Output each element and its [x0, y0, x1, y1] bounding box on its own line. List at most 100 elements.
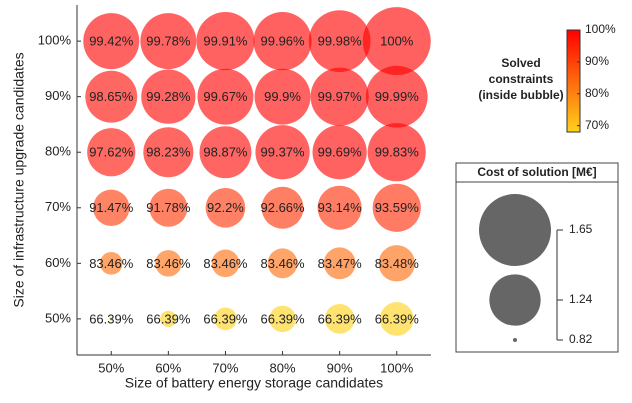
bubble — [379, 302, 414, 336]
data-label: 99.42% — [89, 34, 134, 49]
y-tick-label: 60% — [45, 255, 71, 270]
bubble — [197, 68, 254, 125]
data-label: 66.39% — [89, 311, 134, 326]
bubble — [160, 310, 177, 328]
data-label: 92.66% — [261, 200, 306, 215]
bubble — [267, 248, 298, 279]
colorbar-tick-label: 90% — [585, 54, 609, 68]
data-label: 83.46% — [203, 256, 248, 271]
bubble — [365, 65, 428, 128]
data-label: 92.2% — [207, 200, 244, 215]
colorbar-tick-label: 100% — [585, 22, 616, 36]
data-label: 83.46% — [261, 256, 306, 271]
bubble — [99, 251, 123, 275]
bubble — [211, 249, 240, 278]
data-label: 99.96% — [261, 34, 306, 49]
y-tick-label: 70% — [45, 199, 71, 214]
bubble — [324, 303, 355, 334]
data-label: 66.39% — [203, 311, 248, 326]
data-label: 98.23% — [146, 145, 191, 160]
bubble — [308, 10, 371, 72]
data-label: 99.98% — [318, 34, 363, 49]
data-label: 98.65% — [89, 89, 134, 104]
data-label: 99.9% — [264, 89, 301, 104]
colorbar-title: constraints — [489, 72, 554, 86]
data-label: 83.46% — [89, 256, 134, 271]
data-label: 99.99% — [375, 89, 420, 104]
bubble — [261, 186, 304, 229]
colorbar — [566, 29, 581, 133]
data-label: 99.78% — [146, 34, 191, 49]
data-label: 99.97% — [318, 89, 363, 104]
size-legend-label: 1.65 — [569, 222, 593, 236]
data-label: 91.78% — [146, 200, 191, 215]
data-label: 99.67% — [203, 89, 248, 104]
bubble — [367, 123, 426, 182]
bubble — [196, 12, 255, 71]
bubble — [140, 13, 197, 70]
bubble — [362, 7, 431, 76]
data-label: 99.69% — [318, 145, 363, 160]
y-tick-label: 100% — [38, 33, 72, 48]
bubble — [93, 189, 130, 226]
x-tick-label: 80% — [270, 360, 296, 375]
y-tick-label: 90% — [45, 88, 71, 103]
data-label: 91.47% — [89, 200, 134, 215]
bubble — [214, 307, 237, 331]
bubble — [323, 247, 356, 280]
colorbar-title: (inside bubble) — [478, 88, 563, 102]
data-label: 99.37% — [261, 145, 306, 160]
colorbar-tick-label: 70% — [585, 118, 609, 132]
colorbar-title: Solved — [501, 56, 540, 70]
bubble — [87, 128, 136, 177]
bubble — [372, 183, 421, 232]
colorbar-tick-label: 80% — [585, 86, 609, 100]
bubble — [155, 250, 182, 277]
bubble — [109, 316, 114, 321]
data-label: 66.39% — [318, 311, 363, 326]
data-label: 99.83% — [375, 145, 420, 160]
x-tick-label: 90% — [327, 360, 353, 375]
bubble — [255, 125, 310, 180]
size-legend-bubble — [489, 274, 541, 326]
data-label: 66.39% — [146, 311, 191, 326]
bubble — [199, 126, 252, 179]
data-label: 93.14% — [318, 200, 363, 215]
bubble — [253, 12, 312, 71]
x-axis-label: Size of battery energy storage candidate… — [125, 375, 383, 391]
data-label: 83.48% — [375, 256, 420, 271]
x-tick-label: 100% — [380, 360, 414, 375]
size-legend-bubble — [513, 338, 517, 342]
size-legend-label: 1.24 — [569, 292, 593, 306]
data-label: 93.59% — [375, 200, 420, 215]
data-label: 83.46% — [146, 256, 191, 271]
size-legend-bubble — [479, 194, 551, 266]
y-tick-label: 80% — [45, 144, 71, 159]
data-label: 66.39% — [375, 311, 420, 326]
data-label: 97.62% — [89, 145, 134, 160]
bubble — [317, 185, 362, 230]
size-legend-label: 0.82 — [569, 332, 593, 346]
bubble — [83, 13, 140, 70]
data-label: 83.47% — [318, 256, 363, 271]
y-axis-label: Size of infrastructure upgrade candidate… — [11, 52, 27, 307]
x-tick-label: 60% — [155, 360, 181, 375]
data-label: 66.39% — [261, 311, 306, 326]
data-label: 99.91% — [203, 34, 248, 49]
bubble — [312, 125, 367, 180]
bubble — [141, 69, 196, 124]
size-legend-title: Cost of solution [M€] — [477, 165, 596, 179]
data-label: 100% — [380, 34, 414, 49]
y-tick-label: 50% — [45, 310, 71, 325]
bubble — [205, 187, 246, 228]
bubble — [149, 188, 188, 227]
data-label: 99.28% — [146, 89, 191, 104]
bubble — [254, 68, 311, 125]
data-label: 98.87% — [203, 145, 248, 160]
bubble — [310, 67, 369, 126]
bubble — [85, 70, 138, 123]
bubble — [269, 305, 296, 333]
bubble — [378, 245, 415, 282]
x-tick-label: 50% — [98, 360, 124, 375]
